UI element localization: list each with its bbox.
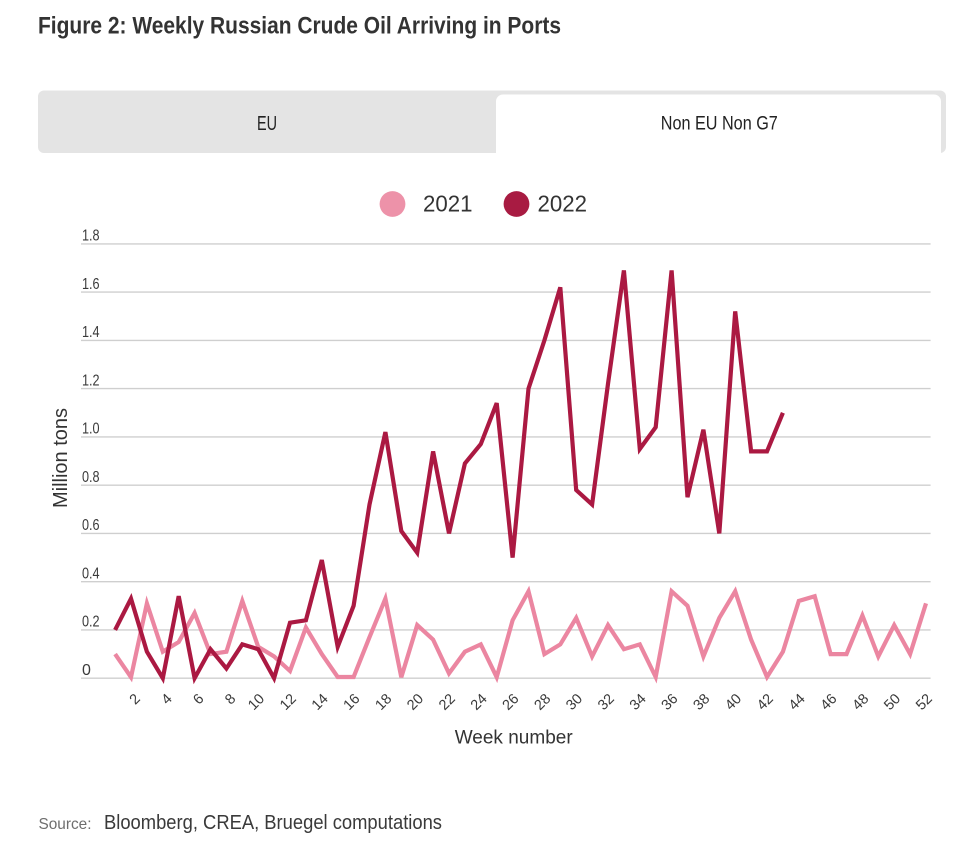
svg-text:Non EU Non G7: Non EU Non G7 xyxy=(661,113,778,135)
svg-text:Figure 2: Weekly Russian Crude: Figure 2: Weekly Russian Crude Oil Arriv… xyxy=(38,12,561,39)
svg-text:Million tons: Million tons xyxy=(50,408,72,508)
svg-text:Source:: Source: xyxy=(39,816,92,833)
svg-text:1.2: 1.2 xyxy=(82,372,100,389)
svg-text:0: 0 xyxy=(82,662,91,679)
svg-text:1.8: 1.8 xyxy=(82,228,100,245)
svg-text:2021: 2021 xyxy=(423,190,473,216)
svg-text:0.6: 0.6 xyxy=(82,517,100,534)
svg-text:0.4: 0.4 xyxy=(82,566,100,583)
svg-text:1.4: 1.4 xyxy=(82,324,100,341)
svg-text:1.6: 1.6 xyxy=(82,276,100,293)
svg-text:Week number: Week number xyxy=(455,727,573,749)
svg-text:EU: EU xyxy=(257,113,277,135)
svg-text:Bloomberg, CREA, Bruegel compu: Bloomberg, CREA, Bruegel computations xyxy=(104,812,442,834)
svg-text:0.2: 0.2 xyxy=(82,614,100,631)
svg-text:2022: 2022 xyxy=(538,190,588,216)
svg-text:0.8: 0.8 xyxy=(82,469,100,486)
svg-text:1.0: 1.0 xyxy=(82,421,100,438)
